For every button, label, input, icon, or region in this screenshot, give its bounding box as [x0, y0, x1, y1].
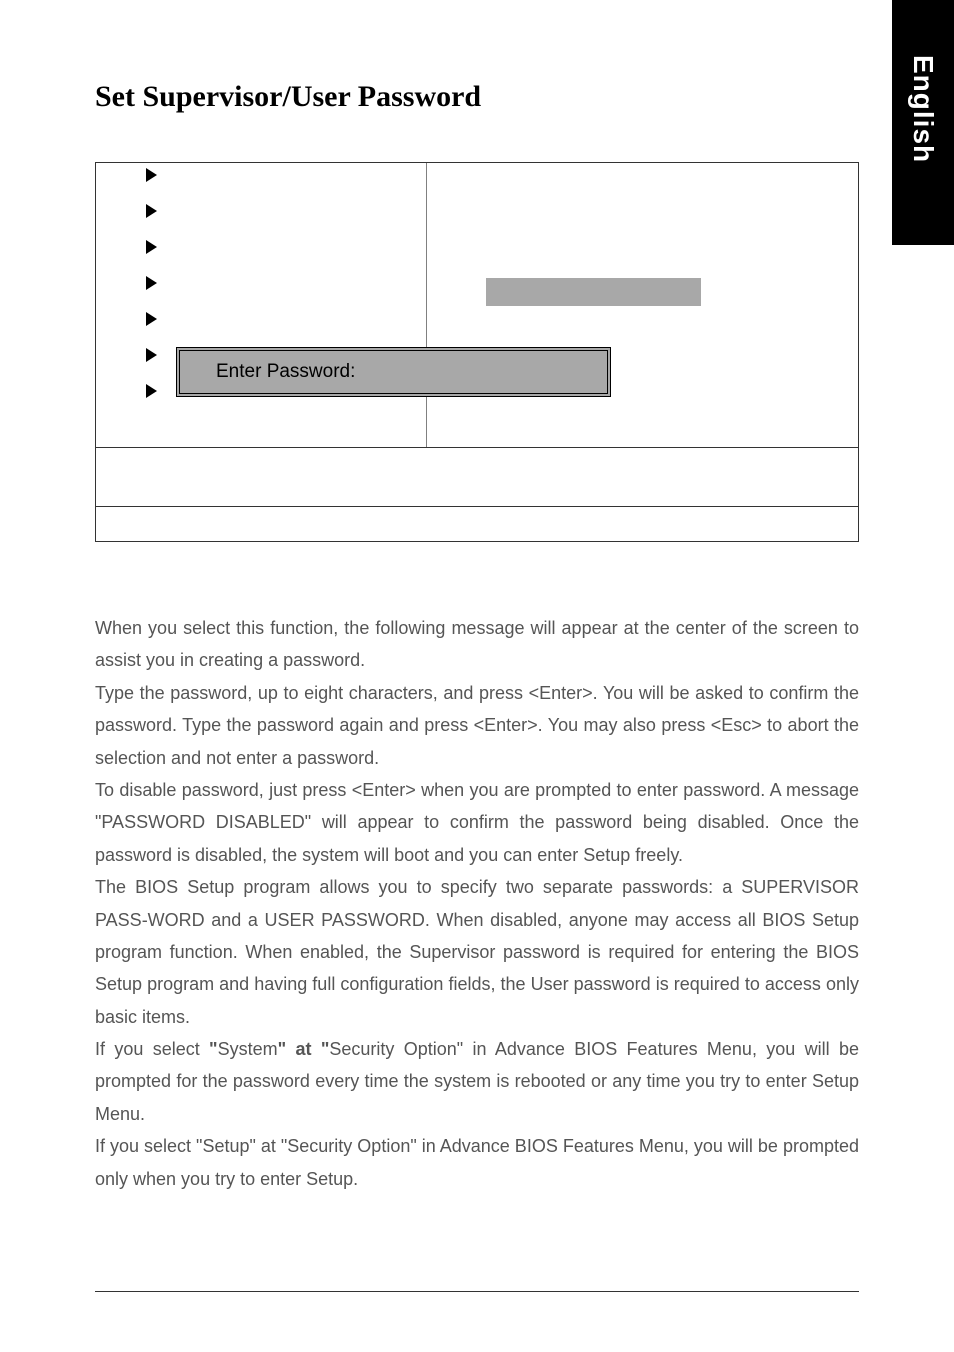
triangle-right-icon: [146, 168, 157, 182]
triangle-right-icon: [146, 240, 157, 254]
body-content: When you select this function, the follo…: [95, 612, 859, 1195]
password-dialog: Enter Password:: [176, 347, 611, 397]
bios-screenshot-box: Enter Password:: [95, 162, 859, 542]
paragraph: The BIOS Setup program allows you to spe…: [95, 871, 859, 1033]
paragraph: Type the password, up to eight character…: [95, 677, 859, 774]
bios-bottom-section: [96, 507, 858, 541]
triangle-right-icon: [146, 348, 157, 362]
paragraph: If you select "Setup" at "Security Optio…: [95, 1130, 859, 1195]
triangle-right-icon: [146, 312, 157, 326]
bios-top-section: Enter Password:: [96, 163, 858, 448]
highlighted-menu-item: [486, 278, 701, 306]
page-heading: Set Supervisor/User Password: [95, 80, 859, 114]
password-prompt-label: Enter Password:: [216, 361, 355, 383]
language-tab: English: [892, 0, 954, 245]
paragraph: When you select this function, the follo…: [95, 612, 859, 677]
bios-mid-section: [96, 448, 858, 507]
column-divider: [426, 163, 427, 447]
triangle-right-icon: [146, 384, 157, 398]
triangle-right-icon: [146, 204, 157, 218]
menu-arrows-column: [146, 168, 157, 420]
document-page: English Set Supervisor/User Password Ent…: [0, 0, 954, 1352]
triangle-right-icon: [146, 276, 157, 290]
footer-divider: [95, 1291, 859, 1292]
paragraph: To disable password, just press <Enter> …: [95, 774, 859, 871]
paragraph: If you select "System" at "Security Opti…: [95, 1033, 859, 1130]
